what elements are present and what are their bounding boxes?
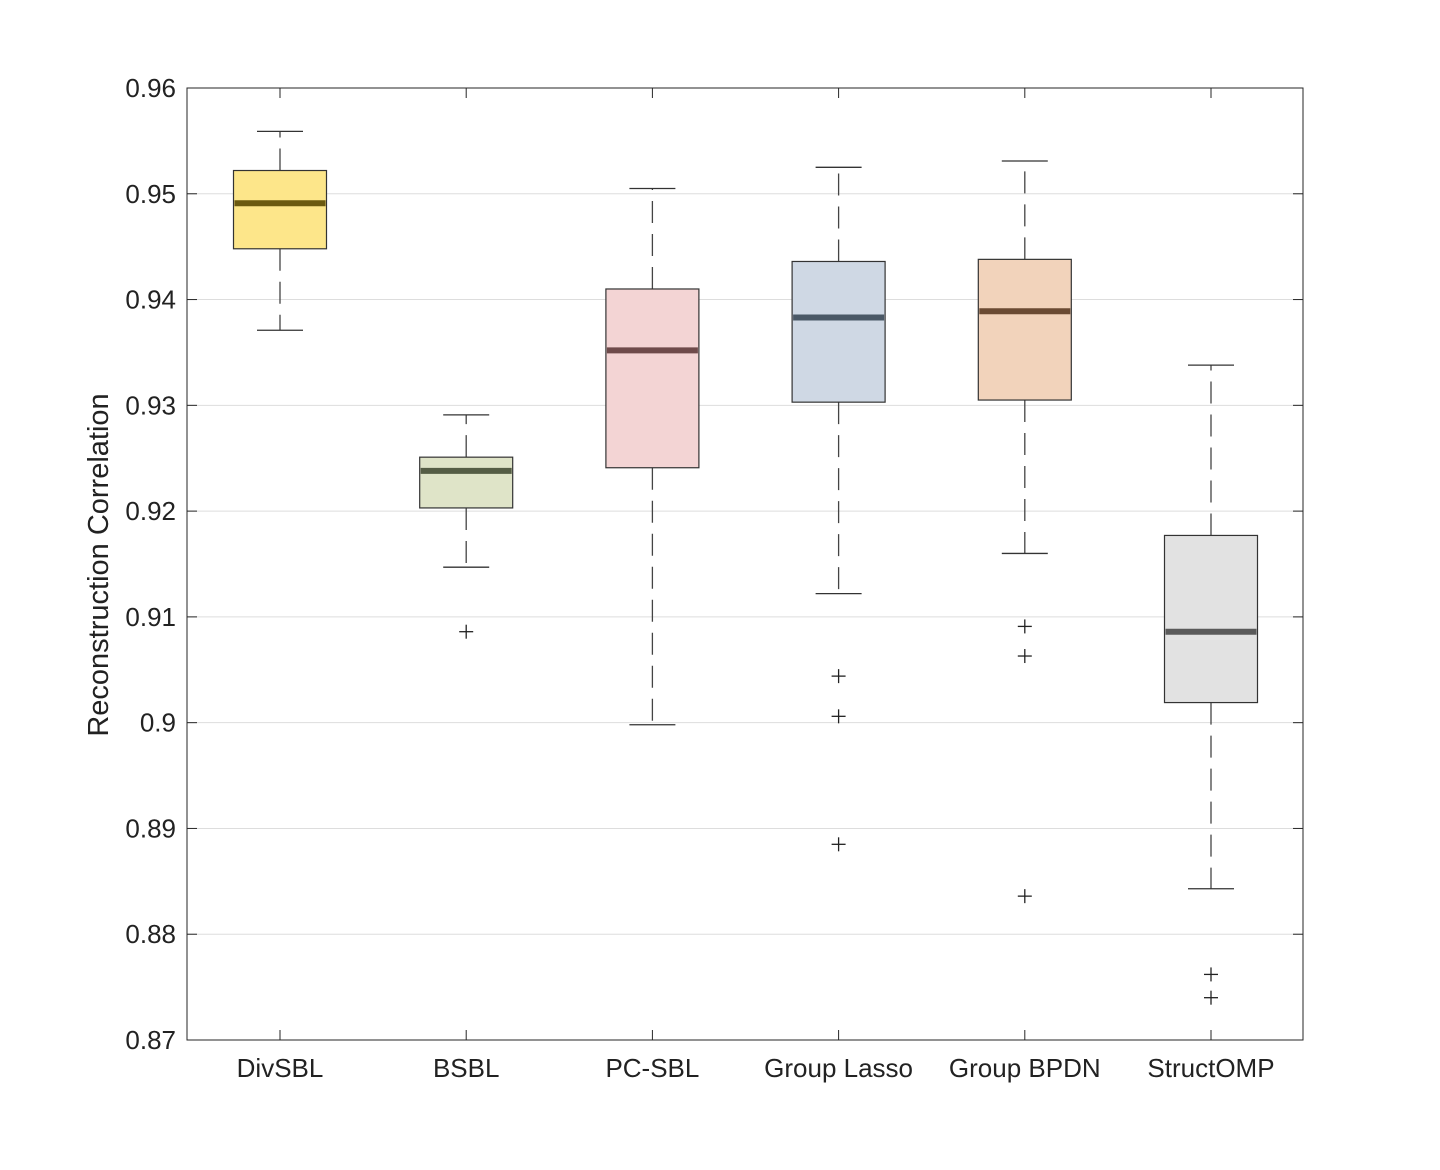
y-tick-label: 0.91 [125, 602, 176, 632]
y-tick-label: 0.92 [125, 496, 176, 526]
outlier-marker [1017, 649, 1032, 664]
outlier-marker [1017, 619, 1032, 634]
y-tick-label: 0.93 [125, 390, 176, 420]
box-iqr [791, 260, 886, 403]
outlier-marker [1204, 967, 1218, 982]
y-tick-label: 0.95 [125, 179, 176, 209]
y-axis-label: Reconstruction Correlation [83, 393, 115, 736]
y-tick-label: 0.9 [140, 708, 176, 738]
y-tick-label: 0.88 [125, 919, 176, 949]
box-group [232, 130, 328, 331]
x-tick-label: PC-SBL [605, 1053, 699, 1083]
x-axis: DivSBL BSBL PC-SBL Group Lasso Group BPDN Str… [237, 88, 1275, 1083]
y-tick-label: 0.89 [125, 813, 176, 843]
box-iqr [232, 169, 328, 250]
x-tick-label: DivSBL [237, 1053, 324, 1083]
box-group [419, 414, 514, 639]
x-tick-label: Group Lasso [764, 1053, 913, 1083]
box-iqr [1163, 534, 1259, 704]
box-group [791, 166, 886, 852]
outlier-marker [459, 624, 474, 639]
x-tick-label: BSBL [433, 1053, 500, 1083]
plot-area [187, 88, 1303, 1040]
y-tick-label: 0.94 [125, 285, 176, 315]
plot-frame [186, 87, 1304, 1041]
outlier-marker [831, 709, 846, 724]
x-tick-label: StructOMP [1147, 1053, 1274, 1083]
grid-lines [187, 193, 1303, 935]
x-tick-label: Group BPDN [949, 1053, 1101, 1083]
boxes [232, 130, 1259, 1005]
box-group [1163, 364, 1259, 1005]
y-tick-label: 0.87 [125, 1025, 176, 1055]
box-iqr [977, 258, 1072, 401]
outlier-marker [1017, 889, 1032, 904]
box-group [605, 187, 700, 726]
box-iqr [605, 288, 700, 469]
outlier-marker [1204, 990, 1218, 1005]
outlier-marker [831, 837, 846, 852]
y-tick-label: 0.96 [125, 73, 176, 103]
box-iqr [419, 456, 514, 509]
outlier-marker [831, 669, 846, 684]
y-axis: 0.87 0.88 0.89 0.9 0.91 0.92 0.93 0.94 0.95 0.96 [125, 73, 1303, 1055]
box-group [977, 160, 1072, 904]
